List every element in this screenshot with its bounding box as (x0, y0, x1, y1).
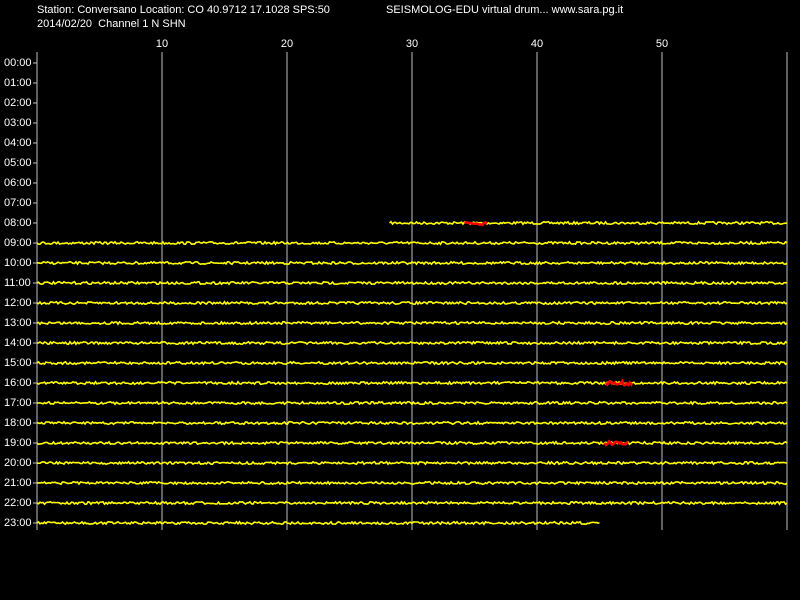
hour-label: 05:00 (4, 157, 32, 169)
event (604, 378, 634, 387)
x-tick-label: 50 (656, 38, 668, 50)
chart-title: Station: Conversano Location: CO 40.9712… (37, 4, 330, 16)
hour-label: 02:00 (4, 97, 32, 109)
hour-label: 04:00 (4, 137, 32, 149)
trace (36, 280, 788, 286)
hour-label: 18:00 (4, 417, 32, 429)
hour-label: 10:00 (4, 257, 32, 269)
date-channel: 2014/02/20 Channel 1 N SHN (37, 18, 186, 30)
hour-label: 09:00 (4, 237, 32, 249)
hour-label: 22:00 (4, 497, 32, 509)
trace (36, 480, 788, 486)
hour-label: 13:00 (4, 317, 32, 329)
hour-label: 12:00 (4, 297, 32, 309)
hour-label: 23:00 (4, 517, 32, 529)
trace (36, 500, 788, 506)
trace (36, 260, 788, 266)
hour-label: 03:00 (4, 117, 32, 129)
hour-label: 16:00 (4, 377, 32, 389)
hour-label: 19:00 (4, 437, 32, 449)
x-tick-label: 40 (531, 38, 543, 50)
trace (36, 440, 788, 446)
hour-label: 07:00 (4, 197, 32, 209)
hour-label: 00:00 (4, 57, 32, 69)
hour-label: 08:00 (4, 217, 32, 229)
hour-label: 20:00 (4, 457, 32, 469)
hour-label: 21:00 (4, 477, 32, 489)
trace (36, 360, 788, 366)
trace (36, 380, 788, 386)
hour-label: 11:00 (4, 277, 31, 289)
event (464, 221, 488, 227)
chart-subtitle: SEISMOLOG-EDU virtual drum... www.sara.p… (386, 4, 623, 16)
x-tick-label: 20 (281, 38, 293, 50)
trace (388, 220, 788, 226)
trace (36, 240, 788, 246)
hour-label: 17:00 (4, 397, 32, 409)
x-tick-label: 10 (156, 38, 168, 50)
trace (36, 300, 788, 306)
trace (36, 460, 788, 466)
hour-label: 14:00 (4, 337, 32, 349)
hour-label: 01:00 (4, 77, 32, 89)
hour-label: 06:00 (4, 177, 32, 189)
trace (36, 520, 600, 526)
hour-label: 15:00 (4, 357, 32, 369)
trace (36, 420, 788, 426)
trace (36, 400, 788, 406)
event (603, 439, 629, 447)
x-tick-label: 30 (406, 38, 418, 50)
trace (36, 340, 788, 346)
trace (36, 320, 788, 326)
